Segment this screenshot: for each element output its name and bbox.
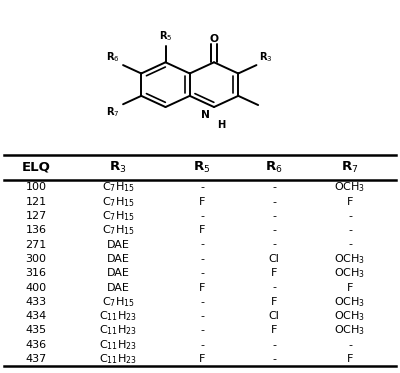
Text: C$_{11}$H$_{23}$: C$_{11}$H$_{23}$ <box>99 338 137 352</box>
Text: H: H <box>217 120 225 130</box>
Text: C$_7$H$_{15}$: C$_7$H$_{15}$ <box>102 195 134 209</box>
Text: DAE: DAE <box>106 282 130 292</box>
Text: R$_5$: R$_5$ <box>159 29 172 43</box>
Text: F: F <box>199 354 205 364</box>
Text: OCH$_3$: OCH$_3$ <box>334 295 366 309</box>
Text: C$_7$H$_{15}$: C$_7$H$_{15}$ <box>102 209 134 223</box>
Text: F: F <box>347 354 353 364</box>
Text: -: - <box>200 340 204 350</box>
Text: C$_{11}$H$_{23}$: C$_{11}$H$_{23}$ <box>99 324 137 338</box>
Text: C$_7$H$_{15}$: C$_7$H$_{15}$ <box>102 223 134 237</box>
Text: 436: 436 <box>26 340 46 350</box>
Text: -: - <box>272 340 276 350</box>
Text: -: - <box>200 182 204 192</box>
Text: F: F <box>199 225 205 235</box>
Text: DAE: DAE <box>106 239 130 250</box>
Text: R$_5$: R$_5$ <box>193 160 211 175</box>
Text: 434: 434 <box>25 311 47 321</box>
Text: OCH$_3$: OCH$_3$ <box>334 266 366 280</box>
Text: 435: 435 <box>26 326 46 335</box>
Text: 136: 136 <box>26 225 46 235</box>
Text: 433: 433 <box>26 297 46 307</box>
Text: -: - <box>200 239 204 250</box>
Text: -: - <box>272 239 276 250</box>
Text: -: - <box>348 340 352 350</box>
Text: F: F <box>199 197 205 207</box>
Text: -: - <box>348 239 352 250</box>
Text: -: - <box>348 211 352 221</box>
Text: -: - <box>272 225 276 235</box>
Text: 271: 271 <box>25 239 47 250</box>
Text: N: N <box>201 110 210 120</box>
Text: 316: 316 <box>26 268 46 278</box>
Text: R$_3$: R$_3$ <box>259 50 273 64</box>
Text: C$_{11}$H$_{23}$: C$_{11}$H$_{23}$ <box>99 352 137 366</box>
Text: -: - <box>272 182 276 192</box>
Text: 127: 127 <box>25 211 47 221</box>
Text: ELQ: ELQ <box>22 161 50 174</box>
Text: OCH$_3$: OCH$_3$ <box>334 181 366 194</box>
Text: F: F <box>347 197 353 207</box>
Text: -: - <box>348 225 352 235</box>
Text: F: F <box>347 282 353 292</box>
Text: F: F <box>199 282 205 292</box>
Text: -: - <box>272 211 276 221</box>
Text: -: - <box>200 268 204 278</box>
Text: F: F <box>271 326 277 335</box>
Text: 300: 300 <box>26 254 46 264</box>
Text: C$_7$H$_{15}$: C$_7$H$_{15}$ <box>102 295 134 309</box>
Text: O: O <box>210 34 218 44</box>
Text: -: - <box>200 297 204 307</box>
Text: -: - <box>272 282 276 292</box>
Text: R$_6$: R$_6$ <box>106 50 120 64</box>
Text: R$_7$: R$_7$ <box>106 106 120 119</box>
Text: Cl: Cl <box>268 311 280 321</box>
Text: R$_7$: R$_7$ <box>341 160 359 175</box>
Text: C$_7$H$_{15}$: C$_7$H$_{15}$ <box>102 181 134 194</box>
Text: Cl: Cl <box>268 254 280 264</box>
Text: -: - <box>200 254 204 264</box>
Text: OCH$_3$: OCH$_3$ <box>334 309 366 323</box>
Text: -: - <box>200 326 204 335</box>
Text: -: - <box>272 354 276 364</box>
Text: R$_3$: R$_3$ <box>109 160 127 175</box>
Text: F: F <box>271 268 277 278</box>
Text: 437: 437 <box>25 354 47 364</box>
Text: -: - <box>200 211 204 221</box>
Text: 100: 100 <box>26 182 46 192</box>
Text: OCH$_3$: OCH$_3$ <box>334 252 366 266</box>
Text: F: F <box>271 297 277 307</box>
Text: OCH$_3$: OCH$_3$ <box>334 324 366 338</box>
Text: 400: 400 <box>26 282 46 292</box>
Text: C$_{11}$H$_{23}$: C$_{11}$H$_{23}$ <box>99 309 137 323</box>
Text: -: - <box>200 311 204 321</box>
Text: DAE: DAE <box>106 268 130 278</box>
Text: R$_6$: R$_6$ <box>265 160 283 175</box>
Text: -: - <box>272 197 276 207</box>
Text: DAE: DAE <box>106 254 130 264</box>
Text: 121: 121 <box>26 197 46 207</box>
